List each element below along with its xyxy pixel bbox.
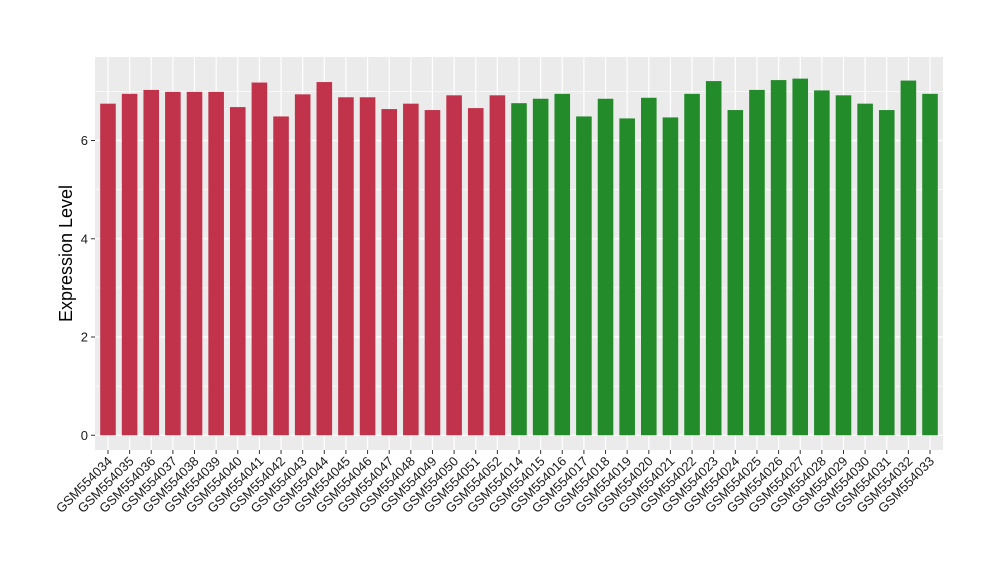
bar: [446, 95, 462, 436]
bar: [684, 93, 700, 436]
bar: [208, 91, 224, 436]
bar: [770, 80, 787, 436]
bar: [576, 116, 592, 436]
bar: [641, 97, 657, 436]
bar: [359, 97, 376, 436]
y-tick-label: 6: [81, 133, 88, 148]
bar: [662, 117, 679, 436]
bar: [878, 110, 895, 436]
y-tick-label: 2: [81, 330, 88, 345]
bar: [749, 89, 765, 436]
bar: [619, 118, 635, 436]
y-tick-label: 4: [81, 231, 88, 246]
bar: [403, 103, 419, 436]
bar: [294, 94, 311, 436]
bar: [532, 98, 549, 436]
bar: [229, 107, 246, 436]
bar: [489, 95, 506, 436]
y-tick-label: 0: [81, 428, 88, 443]
bar: [857, 103, 873, 436]
bar: [705, 81, 722, 436]
bar: [186, 91, 203, 436]
bar: [835, 95, 852, 436]
bar: [381, 109, 397, 436]
bar: [165, 91, 181, 436]
bars-group: [100, 78, 938, 436]
bar: [424, 110, 441, 436]
bar: [511, 103, 527, 436]
bar: [922, 93, 938, 436]
bar: [814, 90, 830, 436]
bar: [727, 110, 744, 436]
bar: [100, 103, 116, 436]
bar: [554, 93, 571, 436]
bar: [467, 108, 484, 436]
y-axis: 0 2 4 6: [81, 133, 95, 443]
bar: [900, 80, 917, 436]
bar: [251, 82, 268, 436]
y-axis-title: Expression Level: [56, 185, 76, 322]
x-axis: GSM554034GSM554035GSM554036GSM554037GSM5…: [53, 450, 937, 516]
bar: [316, 82, 333, 436]
bar: [273, 116, 289, 436]
bar: [121, 93, 138, 436]
bar: [143, 89, 160, 436]
bar: [338, 97, 354, 436]
bar: [597, 98, 614, 436]
bar: [792, 78, 809, 436]
